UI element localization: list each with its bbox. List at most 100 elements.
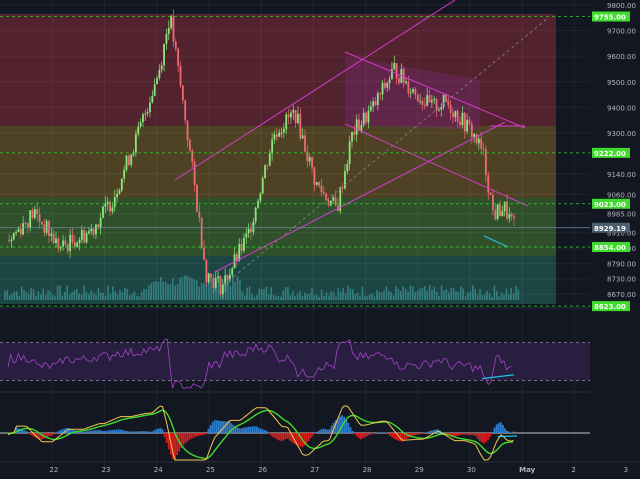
candle-body [407,82,409,94]
volume-bar [6,290,8,300]
volume-bar [323,296,325,300]
volume-bar [378,292,380,300]
volume-bar [249,286,251,300]
candle-body [198,212,200,218]
candle-body [292,110,294,112]
volume-bar [256,295,258,300]
x-tick-label: 29 [415,466,424,474]
momentum-histogram-bar [210,425,212,433]
candle-body [201,217,203,247]
candle-body [142,114,144,122]
volume-bar [395,286,397,300]
momentum-histogram-bar [412,433,414,436]
momentum-histogram-bar [237,428,239,433]
candle-body [325,193,327,200]
candle-body [116,194,118,197]
volume-bar [242,291,244,300]
momentum-histogram-bar [274,433,276,438]
volume-bar [26,292,28,300]
candle-body [166,34,168,44]
momentum-histogram-bar [26,431,28,433]
volume-bar [508,294,510,300]
candle-body [83,230,85,242]
candle-body [346,164,348,171]
volume-bar [141,292,143,300]
candle-body [161,65,163,70]
volume-bar [455,291,457,300]
volume-bar [268,294,270,300]
momentum-histogram-bar [454,433,456,437]
momentum-histogram-bar [385,432,387,433]
volume-bar [417,291,419,300]
momentum-histogram-bar [504,428,506,433]
volume-bar [182,277,184,300]
momentum-histogram-bar [57,431,59,433]
price-marker-label: 9023.00 [594,201,626,209]
candle-body [271,139,273,153]
momentum-histogram-bar [262,429,264,433]
candle-body [302,135,304,138]
volume-bar [95,295,97,300]
candle-body [158,70,160,78]
volume-bar [11,294,13,300]
candle-body [119,190,121,194]
volume-bar [383,291,385,300]
candle-body [267,165,269,166]
candle-body [184,100,186,120]
volume-bar [484,295,486,300]
volume-bar [510,288,512,300]
x-tick-label: 23 [102,466,111,474]
momentum-histogram-bar [155,429,157,433]
volume-bar [477,295,479,300]
momentum-histogram-bar [53,433,55,434]
candle-body [123,170,125,179]
candle-body [187,121,189,141]
volume-bar [479,289,481,300]
candle-body [100,218,102,227]
momentum-histogram-bar [164,433,166,437]
volume-bar [448,292,450,300]
volume-bar [345,293,347,300]
volume-bar [491,297,493,300]
candle-body [20,229,22,235]
momentum-histogram-bar [358,433,360,438]
candle-body [309,157,311,161]
volume-bar [261,289,263,300]
momentum-histogram-bar [312,433,314,436]
volume-bar [71,292,73,300]
momentum-histogram-bar [498,423,500,433]
momentum-histogram-bar [141,431,143,433]
momentum-histogram-bar [107,430,109,433]
momentum-histogram-bar [276,433,278,440]
volume-bar [280,297,282,300]
candle-body [330,201,332,205]
candle-body [295,110,297,123]
volume-bar [136,296,138,300]
candle-body [440,107,442,110]
candle-body [483,149,485,150]
volume-bar [330,291,332,300]
volume-bar [4,291,6,300]
volume-bar [194,279,196,300]
momentum-histogram-bar [327,430,329,433]
momentum-histogram-bar [139,431,141,433]
momentum-histogram-bar [49,433,51,436]
momentum-histogram-bar [214,420,216,433]
candle-body [288,114,290,117]
momentum-histogram-bar [458,433,460,435]
momentum-histogram-bar [203,433,205,435]
candle-body [393,63,395,69]
candle-body [457,111,459,122]
candle-body [471,124,473,137]
momentum-histogram-bar [243,428,245,433]
momentum-histogram-bar [147,431,149,433]
volume-bar [246,287,248,300]
volume-bar [251,294,253,300]
momentum-histogram-bar [494,428,496,433]
candle-body [88,231,90,233]
price-marker-label: 9222.00 [594,150,626,158]
momentum-histogram-bar [462,433,464,435]
candle-body [72,235,74,242]
candle-body [424,105,426,106]
candle-body [353,132,355,135]
